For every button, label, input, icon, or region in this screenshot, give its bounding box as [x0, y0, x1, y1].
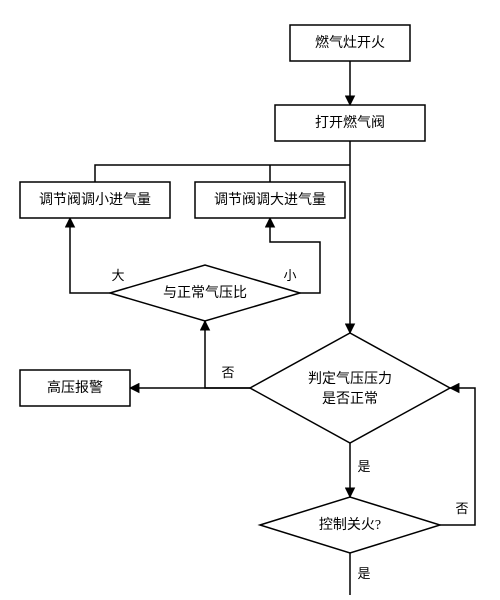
node-n_dec: 调节阀调小进气量 [20, 182, 170, 218]
edge-label: 否 [221, 365, 234, 380]
edge [70, 218, 110, 293]
node-n_alarm: 高压报警 [20, 370, 130, 406]
node-label: 燃气灶开火 [315, 34, 385, 51]
edge-label: 否 [455, 501, 468, 516]
edge [95, 165, 350, 182]
edge-label: 大 [111, 268, 124, 283]
node-label: 判定气压压力 [308, 371, 392, 387]
node-n_judge: 判定气压压力是否正常 [250, 333, 450, 443]
node-label: 与正常气压比 [163, 285, 247, 301]
node-n_ctrl: 控制关火? [260, 497, 440, 553]
edge-label: 是 [357, 566, 370, 581]
node-label: 是否正常 [322, 391, 378, 407]
node-label: 调节阀调大进气量 [214, 192, 326, 208]
node-label: 打开燃气阀 [315, 114, 385, 131]
node-label: 高压报警 [47, 379, 103, 396]
edge-label: 是 [357, 459, 370, 474]
node-n_cmp: 与正常气压比 [110, 265, 300, 321]
node-n_inc: 调节阀调大进气量 [195, 182, 345, 218]
node-n_start: 燃气灶开火 [290, 25, 410, 61]
node-n_open: 打开燃气阀 [275, 105, 425, 141]
edge-label: 小 [283, 268, 296, 283]
node-label: 控制关火? [319, 517, 381, 533]
node-label: 调节阀调小进气量 [39, 192, 151, 208]
flowchart-canvas: 大小否是否是 燃气灶开火打开燃气阀调节阀调小进气量调节阀调大进气量与正常气压比高… [0, 0, 500, 600]
